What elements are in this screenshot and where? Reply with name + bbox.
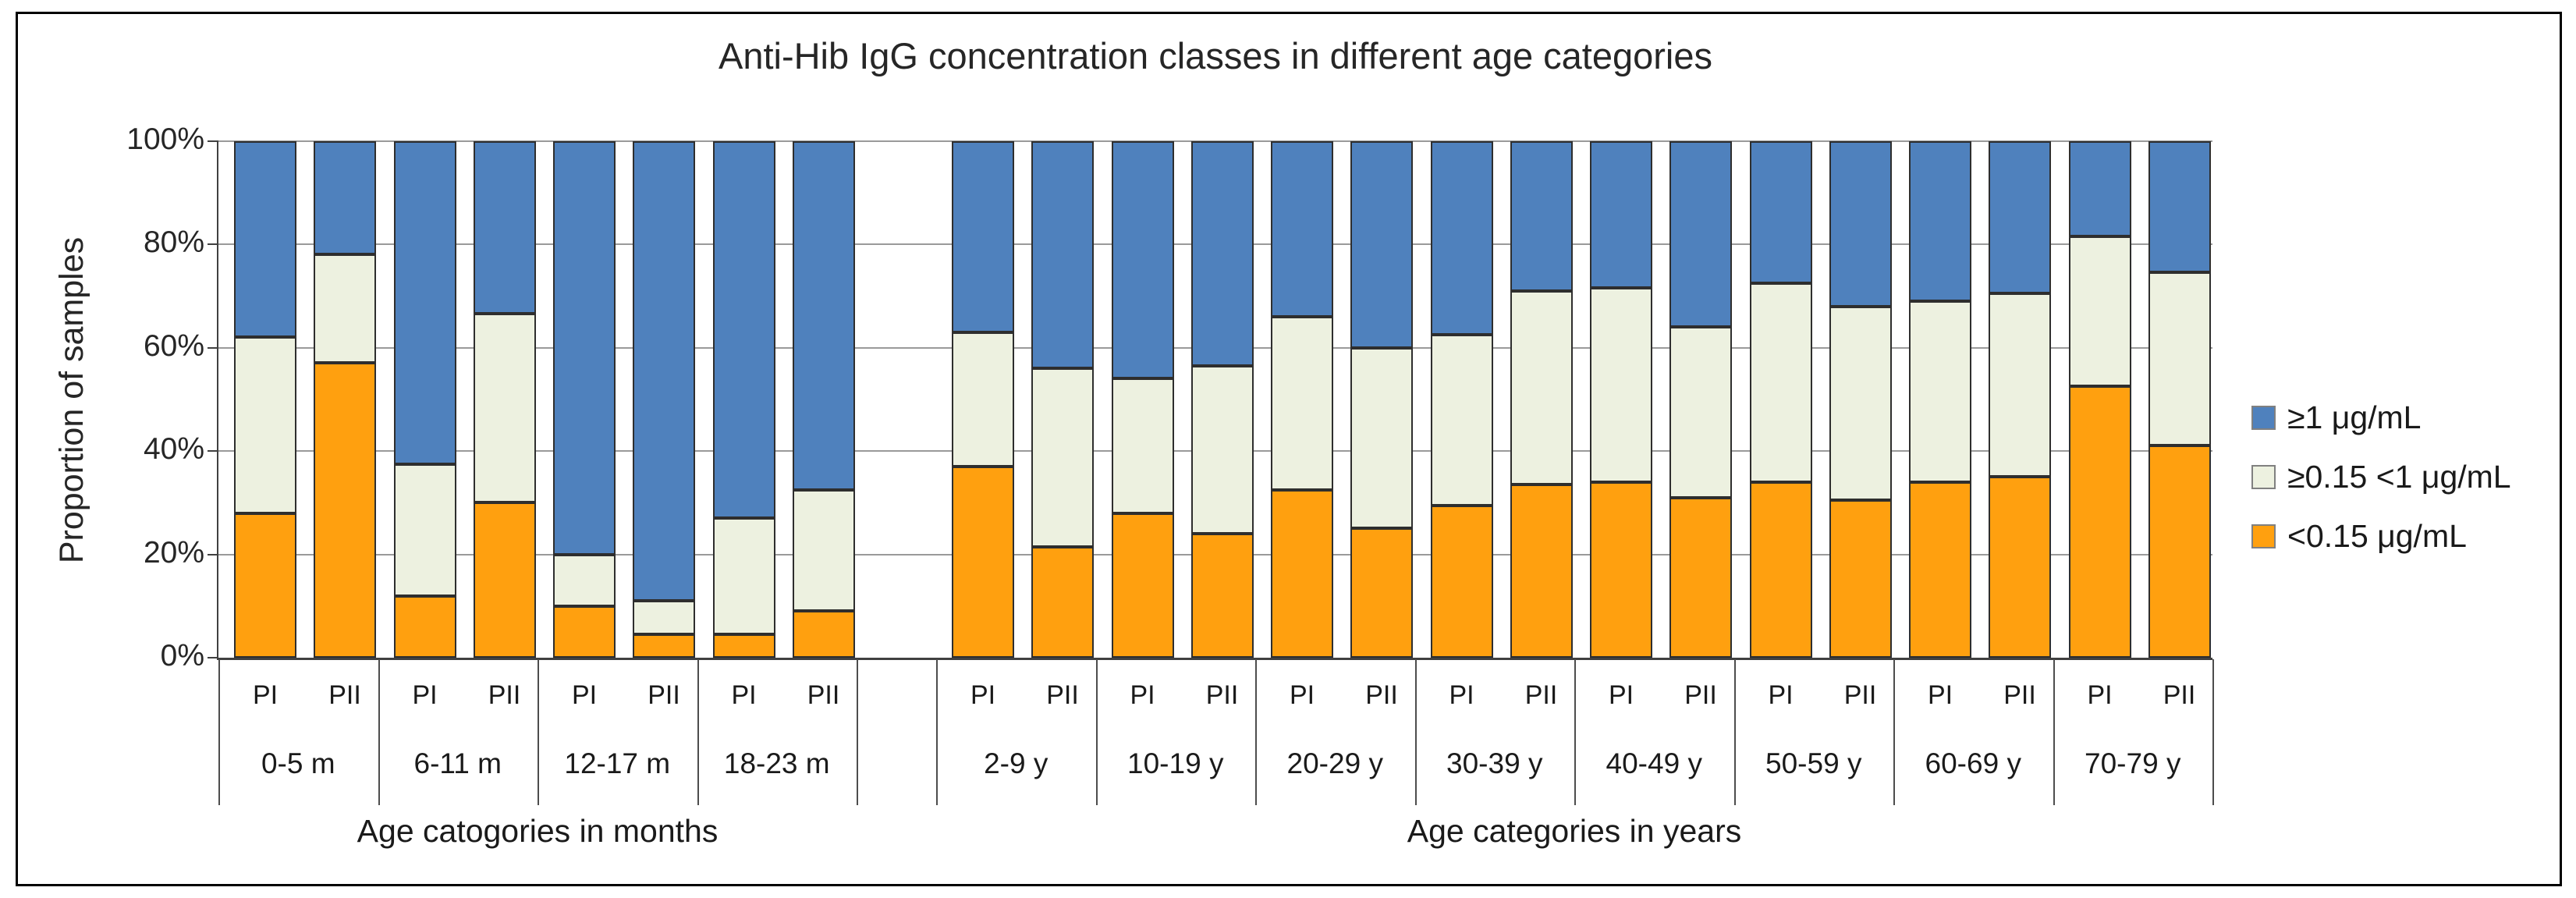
group-axis-title-months: Age catogories in months — [357, 813, 719, 849]
legend-swatch-icon — [2251, 406, 2276, 430]
legend-item: ≥0.15 <1 μg/mL — [2251, 459, 2511, 495]
y-axis-title: Proportion of samples — [53, 236, 90, 564]
legend-label: ≥1 μg/mL — [2287, 399, 2422, 435]
legend-swatch-icon — [2251, 465, 2276, 489]
legend: ≥1 μg/mL ≥0.15 <1 μg/mL <0.15 μg/mL — [2251, 399, 2511, 577]
legend-item: ≥1 μg/mL — [2251, 399, 2511, 436]
legend-label: <0.15 μg/mL — [2287, 518, 2467, 554]
legend-swatch-icon — [2251, 524, 2276, 548]
legend-label: ≥0.15 <1 μg/mL — [2287, 459, 2511, 495]
chart-title: Anti-Hib IgG concentration classes in di… — [718, 35, 1713, 76]
figure-frame — [16, 12, 2562, 886]
group-axis-title-years: Age categories in years — [1407, 813, 1742, 849]
legend-item: <0.15 μg/mL — [2251, 518, 2511, 555]
